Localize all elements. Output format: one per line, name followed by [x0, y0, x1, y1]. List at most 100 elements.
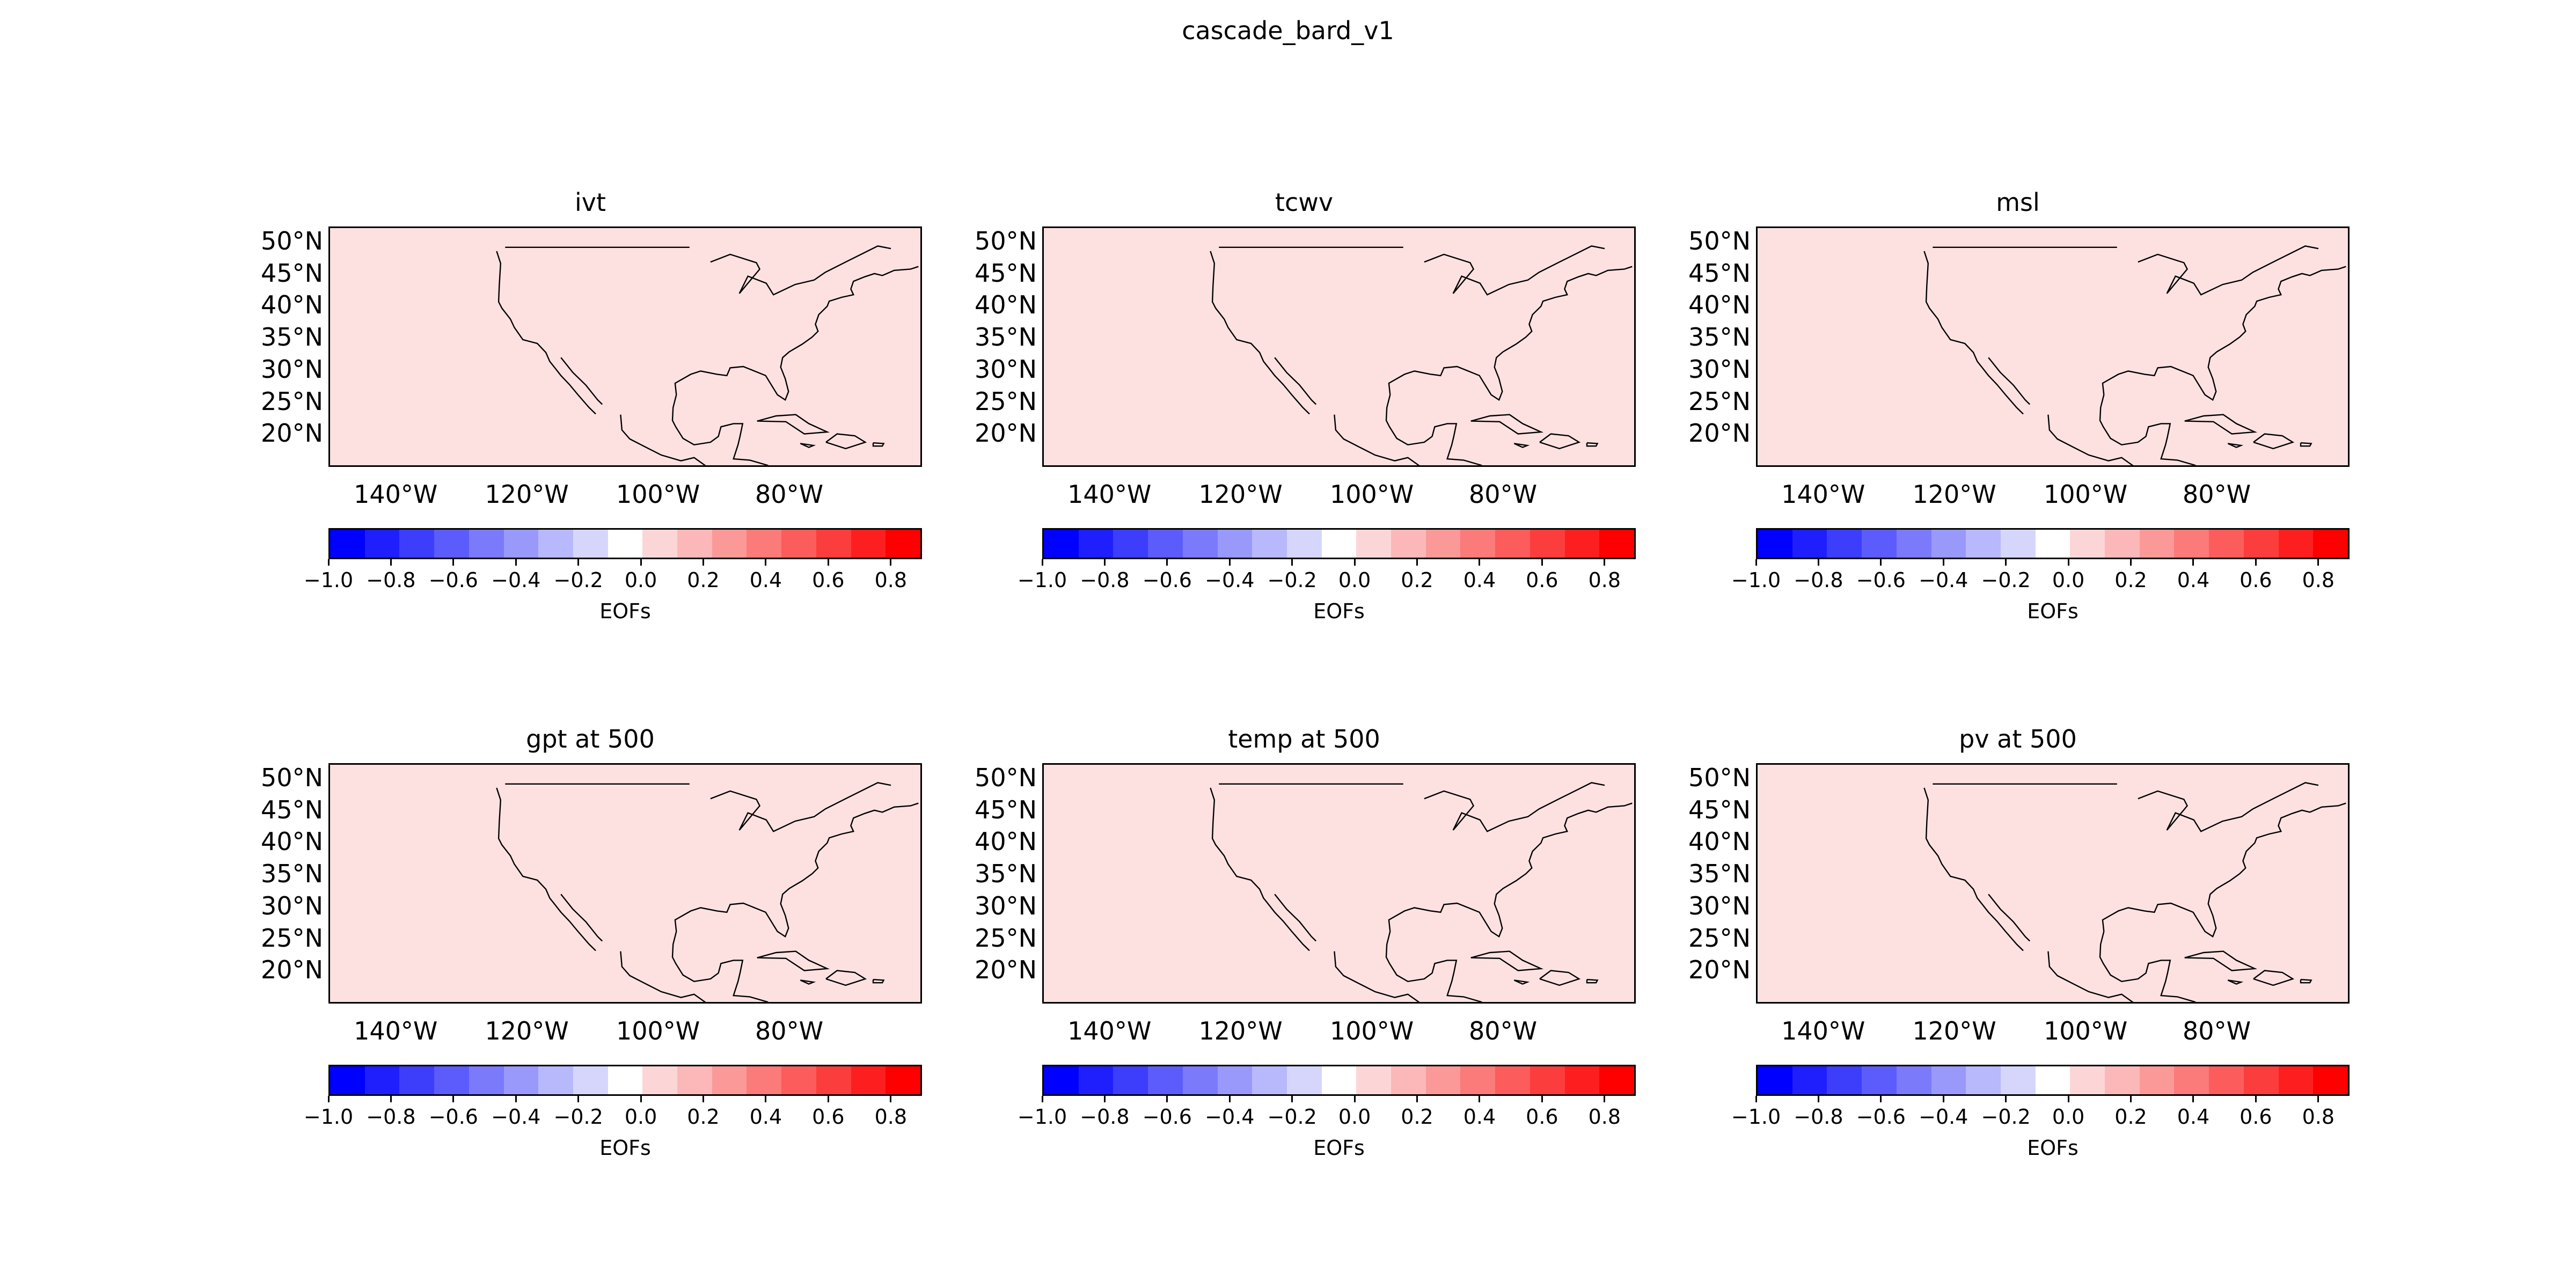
colorbar-segment: [2174, 530, 2209, 558]
colorbar-segment: [1252, 1066, 1287, 1094]
coastline: [560, 357, 603, 405]
colorbar-tick-label: 0.4: [749, 1105, 782, 1129]
colorbar-tick: [1479, 1096, 1481, 1102]
colorbar-label: EOFs: [2027, 1136, 2079, 1160]
colorbar-tick-label: −0.4: [1919, 1105, 1968, 1129]
colorbar-tick: [1166, 559, 1168, 566]
lat-tick-label: 35°N: [1688, 859, 1751, 889]
lon-tick-label: 100°W: [1329, 480, 1414, 509]
coastline: [1470, 950, 1544, 971]
lat-tick-label: 45°N: [1688, 795, 1751, 824]
colorbar-tick-label: 0.8: [874, 568, 907, 592]
lat-tick-label: 20°N: [975, 955, 1037, 985]
coastline: [2227, 443, 2244, 448]
colorbar-tick-label: −0.8: [1080, 568, 1130, 592]
colorbar-segment: [885, 1066, 920, 1094]
colorbar-segment: [2209, 1066, 2244, 1094]
colorbar-tick: [577, 1096, 580, 1102]
lat-tick-label: 50°N: [1688, 226, 1751, 255]
colorbar-tick-label: 0.4: [749, 568, 782, 592]
colorbar-tick: [1103, 1096, 1106, 1102]
colorbar-tick: [1942, 1096, 1944, 1102]
colorbar-tick-label: −0.8: [1794, 1105, 1843, 1129]
colorbar-segment: [364, 530, 400, 558]
colorbar-segment: [1148, 1066, 1183, 1094]
colorbar-tick-label: −0.6: [1856, 568, 1906, 592]
colorbar-segment: [1495, 530, 1530, 558]
coastline: [674, 802, 919, 938]
coastline: [1274, 894, 1317, 942]
colorbar-tick: [2255, 559, 2257, 566]
colorbar-tick-label: 0.8: [1588, 568, 1621, 592]
colorbar-tick-label: −0.6: [428, 568, 478, 592]
coastline: [496, 787, 596, 952]
colorbar-tick: [1541, 559, 1543, 566]
lon-tick-label: 100°W: [616, 1016, 700, 1045]
panel-title: ivt: [574, 188, 606, 217]
lat-tick-label: 45°N: [261, 795, 323, 824]
colorbar-segment: [2209, 530, 2244, 558]
lat-tick-label: 20°N: [975, 419, 1037, 448]
coastline-map: [1923, 245, 2346, 465]
colorbar-segment: [1564, 1066, 1600, 1094]
lat-tick-label: 25°N: [1688, 923, 1751, 953]
colorbar-tick: [827, 1096, 829, 1102]
colorbar-tick-label: 0.4: [1463, 568, 1496, 592]
colorbar-tick: [327, 1096, 330, 1102]
coastline: [825, 970, 867, 986]
colorbar-tick-label: −0.2: [1981, 568, 2031, 592]
colorbar-tick-label: −0.4: [491, 1105, 541, 1129]
colorbar-tick-label: 0.0: [624, 1105, 657, 1129]
colorbar-segment: [503, 1066, 539, 1094]
colorbar-tick-label: −0.2: [1981, 1105, 2031, 1129]
colorbar-segment: [2000, 530, 2036, 558]
colorbar-segment: [399, 1066, 435, 1094]
colorbar-tick-label: 0.2: [1401, 1105, 1433, 1129]
colorbar-tick: [702, 559, 705, 566]
panel-title: temp at 500: [1228, 724, 1380, 753]
coastline: [2300, 442, 2312, 447]
colorbar-segment: [1391, 530, 1426, 558]
coastline: [1988, 357, 2031, 405]
lon-tick-label: 140°W: [1067, 1016, 1152, 1045]
lat-tick-label: 40°N: [1688, 827, 1751, 857]
colorbar-tick: [765, 1096, 767, 1102]
colorbar-segment: [1217, 530, 1253, 558]
coastline: [710, 782, 891, 832]
lat-tick-label: 35°N: [1688, 323, 1751, 352]
colorbar-segment: [399, 530, 435, 558]
lat-tick-label: 35°N: [975, 323, 1037, 352]
colorbar-segment: [1425, 530, 1461, 558]
coastline: [671, 394, 769, 465]
colorbar-segment: [2105, 1066, 2140, 1094]
coastline: [1385, 931, 1482, 1002]
colorbar-segment: [1044, 1066, 1079, 1094]
colorbar-segment: [1758, 1066, 1792, 1094]
colorbar-tick-label: 0.2: [687, 1105, 720, 1129]
colorbar-segment: [538, 530, 573, 558]
colorbar-tick-label: 0.8: [2302, 1105, 2334, 1129]
colorbar-segment: [1078, 530, 1114, 558]
colorbar-segment: [1460, 530, 1496, 558]
colorbar-tick-label: 0.8: [2302, 568, 2334, 592]
coastline: [1424, 782, 1605, 832]
colorbar-segment: [677, 1066, 712, 1094]
colorbar-segment: [1792, 530, 1827, 558]
colorbar-tick-label: 0.6: [2240, 568, 2272, 592]
coastline: [1923, 787, 2024, 952]
colorbar-tick: [640, 1096, 642, 1102]
colorbar-tick: [640, 559, 642, 566]
colorbar-segment: [1827, 530, 1862, 558]
colorbar: [1756, 1065, 2350, 1096]
colorbar-segment: [1758, 530, 1792, 558]
colorbar-tick: [1416, 1096, 1418, 1102]
colorbar-tick: [1103, 559, 1106, 566]
map-area: [328, 226, 922, 467]
colorbar-tick-label: 0.6: [812, 1105, 845, 1129]
colorbar-segment: [330, 530, 365, 558]
coastline: [2227, 979, 2244, 985]
lat-tick-label: 25°N: [1688, 386, 1751, 416]
coastline: [2099, 931, 2196, 1002]
colorbar-label: EOFs: [599, 599, 651, 623]
